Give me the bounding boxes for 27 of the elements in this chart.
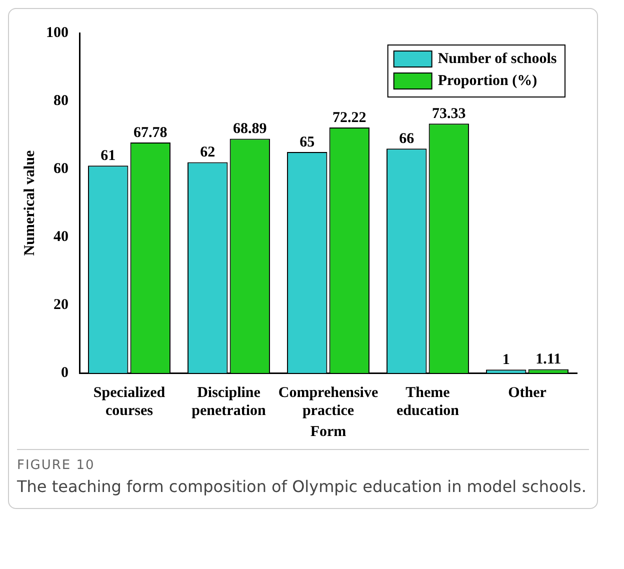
data-label: 1.11: [536, 352, 562, 368]
x-axis-title: Form: [310, 424, 347, 440]
legend-label: Number of schools: [438, 50, 557, 67]
legend-label: Proportion (%): [438, 72, 538, 89]
y-tick-label: 60: [54, 160, 68, 177]
x-tick-label: Theme education: [396, 384, 460, 419]
y-tick-label: 40: [54, 228, 68, 245]
y-axis-title: Numerical value: [22, 150, 38, 256]
x-tick-label: Specialized courses: [93, 384, 166, 419]
data-label: 1: [502, 352, 510, 368]
text: The teaching form composition of Olympic education in model schools.: [17, 477, 588, 496]
x-tick-label: Comprehensive practice: [278, 384, 378, 419]
data-label: 66: [399, 130, 415, 147]
y-tick-label: 80: [54, 92, 68, 109]
data-label: 65: [300, 134, 315, 150]
data-label: 72.22: [332, 110, 366, 126]
y-tick-label: 20: [54, 296, 68, 313]
y-tick-label: 0: [61, 364, 68, 381]
data-label: 62: [200, 144, 216, 161]
y-tick-label: 100: [46, 24, 68, 41]
data-label: 67.78: [134, 124, 168, 141]
data-label: 68.89: [233, 121, 267, 138]
data-label: 61: [100, 148, 116, 164]
x-tick-label: Discipline penetration: [192, 384, 266, 419]
x-tick-label: Other: [508, 384, 547, 401]
caption: FIGURE 10: [17, 458, 96, 473]
data-label: 73.33: [432, 106, 466, 122]
